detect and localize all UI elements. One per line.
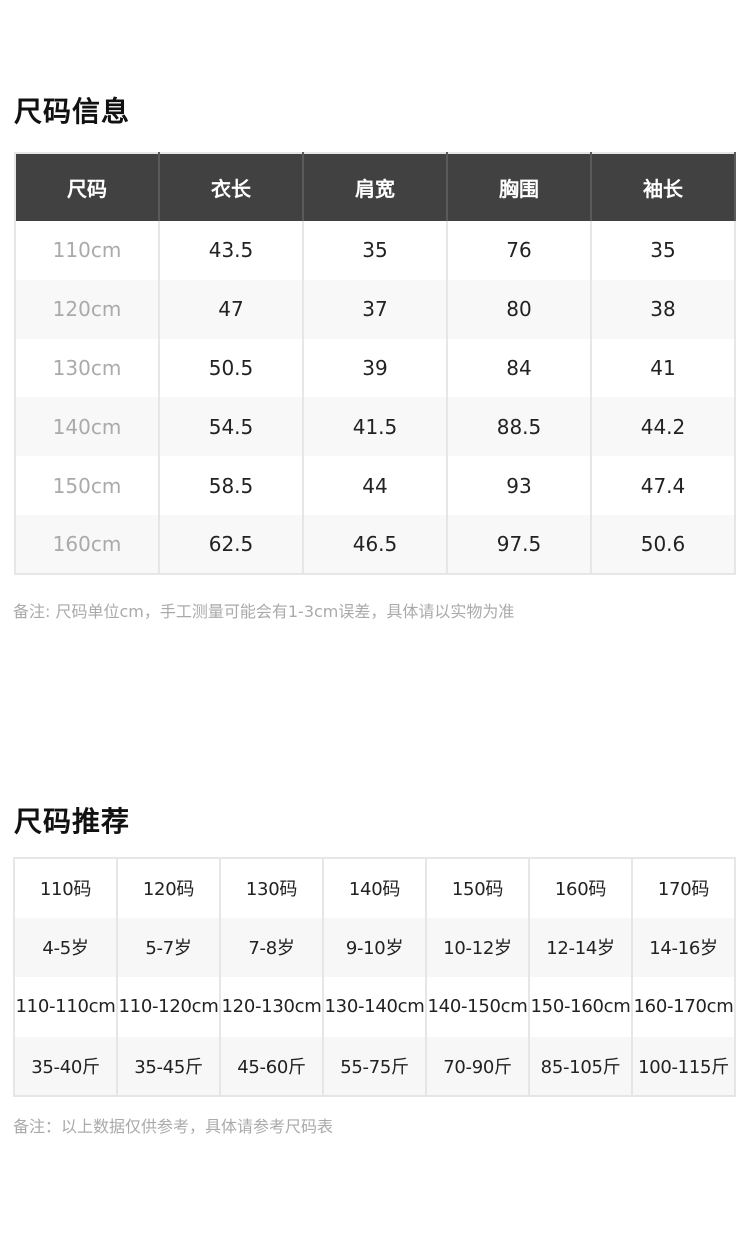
table-cell: 37	[303, 279, 448, 339]
table-cell: 160-170cm	[632, 977, 736, 1037]
table-cell: 38	[591, 279, 736, 339]
table-cell: 10-12岁	[426, 917, 530, 977]
table-cell: 150码	[426, 858, 530, 918]
table-cell: 85-105斤	[529, 1036, 633, 1096]
table-cell: 35-45斤	[117, 1036, 221, 1096]
table-row: 150cm 58.5 44 93 47.4	[15, 456, 736, 515]
table-cell: 120-130cm	[220, 977, 324, 1037]
table-cell: 110-110cm	[14, 977, 118, 1037]
size-info-table: 尺码 衣长 肩宽 胸围 袖长 110cm 43.5 35 76 35 120cm 47 37 8…	[14, 152, 736, 575]
table-row: 140cm 54.5 41.5 88.5 44.2	[15, 397, 736, 457]
size-info-title: 尺码信息	[14, 95, 131, 128]
table-cell: 110cm	[15, 221, 160, 280]
table-cell: 46.5	[303, 514, 448, 574]
table-cell: 130-140cm	[323, 977, 427, 1037]
table-cell: 44	[303, 456, 448, 515]
table-row: 120cm 47 37 80 38	[15, 279, 736, 339]
table-cell: 9-10岁	[323, 917, 427, 977]
table-cell: 84	[447, 338, 592, 398]
table-cell: 4-5岁	[14, 917, 118, 977]
header-cell: 肩宽	[303, 153, 448, 221]
table-cell: 35	[591, 221, 736, 280]
table-cell: 50.6	[591, 514, 736, 574]
table-cell: 54.5	[159, 397, 304, 457]
table-cell: 47	[159, 279, 304, 339]
table-cell: 140cm	[15, 397, 160, 457]
size-recommend-title: 尺码推荐	[14, 805, 131, 838]
table-cell: 100-115斤	[632, 1036, 736, 1096]
table-cell: 41	[591, 338, 736, 398]
table-cell: 93	[447, 456, 592, 515]
table-cell: 80	[447, 279, 592, 339]
table-cell: 5-7岁	[117, 917, 221, 977]
table-cell: 70-90斤	[426, 1036, 530, 1096]
table-cell: 160码	[529, 858, 633, 918]
size-recommend-note: 备注：以上数据仅供参考，具体请参考尺码表	[13, 1117, 334, 1136]
table-cell: 58.5	[159, 456, 304, 515]
table-cell: 41.5	[303, 397, 448, 457]
table-cell: 39	[303, 338, 448, 398]
header-cell: 胸围	[447, 153, 592, 221]
table-cell: 120码	[117, 858, 221, 918]
table-cell: 35-40斤	[14, 1036, 118, 1096]
table-row: 160cm 62.5 46.5 97.5 50.6	[15, 514, 736, 574]
table-cell: 55-75斤	[323, 1036, 427, 1096]
table-cell: 45-60斤	[220, 1036, 324, 1096]
table-cell: 88.5	[447, 397, 592, 457]
table-row: 110码 120码 130码 140码 150码 160码 170码	[14, 858, 736, 918]
table-cell: 7-8岁	[220, 917, 324, 977]
table-cell: 110码	[14, 858, 118, 918]
table-row: 130cm 50.5 39 84 41	[15, 338, 736, 398]
table-cell: 140-150cm	[426, 977, 530, 1037]
table-row: 4-5岁 5-7岁 7-8岁 9-10岁 10-12岁 12-14岁 14-16岁	[14, 917, 736, 977]
table-cell: 130cm	[15, 338, 160, 398]
size-recommend-table: 110码 120码 130码 140码 150码 160码 170码 4-5岁 5-7岁 7-8岁…	[13, 857, 736, 1097]
table-cell: 47.4	[591, 456, 736, 515]
header-cell: 尺码	[15, 153, 160, 221]
table-cell: 12-14岁	[529, 917, 633, 977]
table-cell: 160cm	[15, 514, 160, 574]
table-row: 35-40斤 35-45斤 45-60斤 55-75斤 70-90斤 85-105斤 100…	[14, 1036, 736, 1096]
table-cell: 130码	[220, 858, 324, 918]
table-cell: 50.5	[159, 338, 304, 398]
table-cell: 120cm	[15, 279, 160, 339]
table-cell: 150-160cm	[529, 977, 633, 1037]
table-cell: 43.5	[159, 221, 304, 280]
table-cell: 97.5	[447, 514, 592, 574]
table-cell: 76	[447, 221, 592, 280]
header-cell: 衣长	[159, 153, 304, 221]
table-cell: 110-120cm	[117, 977, 221, 1037]
table-cell: 140码	[323, 858, 427, 918]
table-row: 110-110cm 110-120cm 120-130cm 130-140cm 140-…	[14, 977, 736, 1037]
table-cell: 35	[303, 221, 448, 280]
table-cell: 14-16岁	[632, 917, 736, 977]
table-cell: 170码	[632, 858, 736, 918]
size-info-note: 备注: 尺码单位cm，手工测量可能会有1-3cm误差，具体请以实物为准	[13, 602, 515, 621]
table-cell: 62.5	[159, 514, 304, 574]
header-cell: 袖长	[591, 153, 736, 221]
table-row: 110cm 43.5 35 76 35	[15, 221, 736, 280]
table-cell: 44.2	[591, 397, 736, 457]
table-cell: 150cm	[15, 456, 160, 515]
table-header-row: 尺码 衣长 肩宽 胸围 袖长	[15, 153, 736, 221]
